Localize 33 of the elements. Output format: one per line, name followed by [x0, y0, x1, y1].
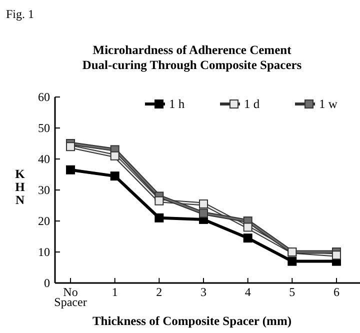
chart-title: Microhardness of Adherence Cement Dual-curing Through Composite Spacers — [82, 43, 302, 72]
legend-label: 1 h — [169, 97, 186, 111]
point — [288, 256, 297, 266]
x-tick-label: 3 — [200, 285, 206, 299]
point — [66, 165, 76, 174]
y-tick-label: 30 — [38, 183, 50, 197]
x-tick-label: 6 — [333, 285, 340, 299]
y-axis-title: KHN — [15, 167, 26, 207]
point — [66, 142, 76, 152]
legend-label: 1 w — [319, 97, 338, 111]
y-tick-label: 0 — [44, 276, 50, 290]
point — [154, 213, 164, 222]
point — [243, 234, 252, 243]
point — [332, 250, 341, 260]
y-tick-label: 20 — [38, 214, 50, 228]
x-tick-label: 2 — [156, 285, 162, 299]
legend-label: 1 d — [244, 97, 260, 111]
x-axis-title: Thickness of Composite Spacer (mm) — [92, 314, 292, 328]
x-tick-label: 4 — [244, 285, 251, 299]
point — [243, 222, 252, 232]
point — [199, 208, 208, 218]
y-tick-label: 10 — [38, 245, 50, 259]
y-tick-label: 40 — [38, 152, 50, 166]
point — [154, 196, 164, 206]
x-tick-label: 5 — [289, 285, 296, 299]
y-tick-label: 60 — [38, 90, 50, 104]
x-tick-label: 1 — [112, 285, 118, 299]
point — [110, 172, 120, 181]
point — [110, 151, 120, 160]
x-tick-label: No Spacer — [54, 285, 87, 309]
caption: Fig. 1 — [6, 7, 34, 21]
point — [199, 199, 208, 208]
y-tick-label: 50 — [38, 121, 50, 135]
